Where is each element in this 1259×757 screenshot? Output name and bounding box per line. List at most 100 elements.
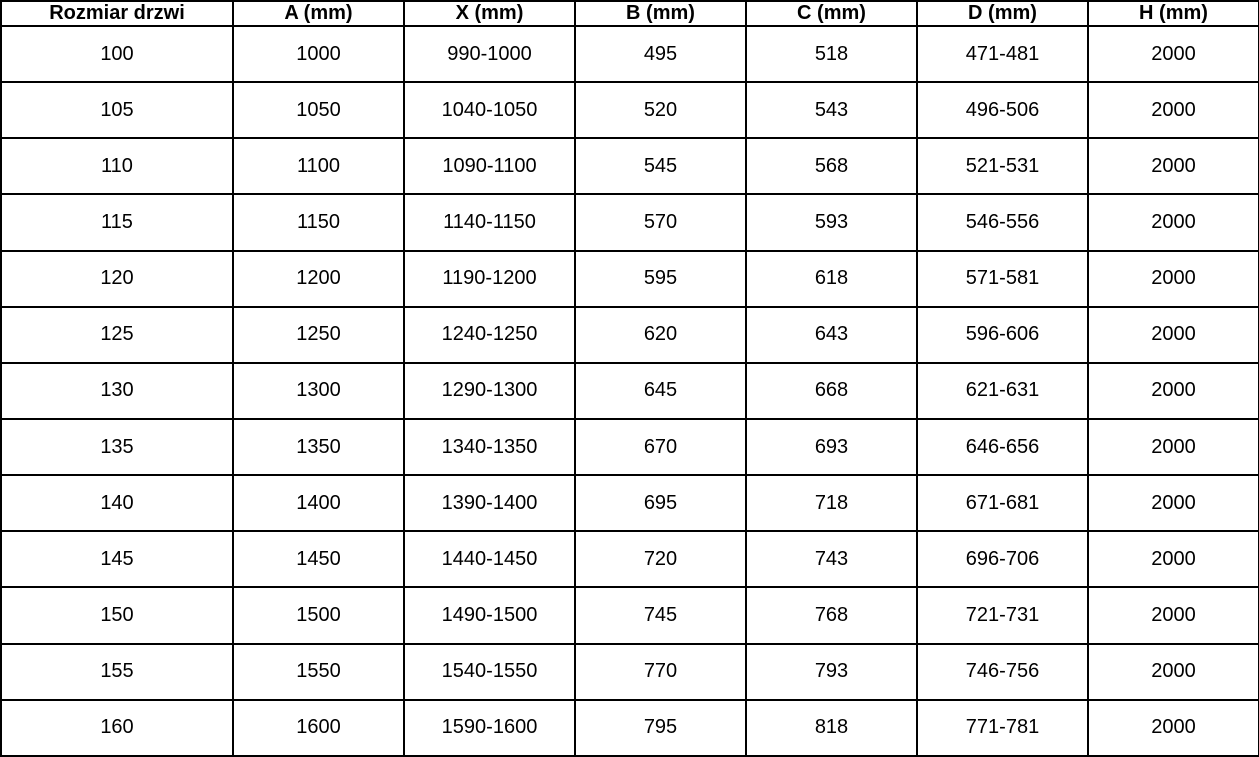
table-cell: 695	[574, 474, 747, 533]
table-cell: 718	[745, 474, 918, 533]
table-cell: 2000	[1087, 249, 1259, 308]
table-cell: 568	[745, 137, 918, 196]
table-cell: 1340-1350	[403, 417, 576, 477]
table-cell: 160	[0, 698, 234, 757]
table-cell: 1450	[232, 530, 405, 589]
table-cell: 1300	[232, 361, 405, 420]
table-cell: 2000	[1087, 417, 1259, 477]
column-header-3: B (mm)	[574, 0, 747, 27]
table-cell: 596-606	[916, 305, 1089, 364]
table-cell: 543	[745, 81, 918, 140]
table-cell: 618	[745, 249, 918, 308]
column-header-6: H (mm)	[1087, 0, 1259, 27]
table-cell: 150	[0, 586, 234, 645]
table-row: 145 1450 1440-1450 720 743 696-706 2000	[0, 530, 1259, 589]
table-row: 120 1200 1190-1200 595 618 571-581 2000	[0, 249, 1259, 308]
table-row: 160 1600 1590-1600 795 818 771-781 2000	[0, 698, 1259, 757]
table-cell: 595	[574, 249, 747, 308]
table-cell: 1350	[232, 417, 405, 477]
table-cell: 793	[745, 642, 918, 701]
table-cell: 2000	[1087, 698, 1259, 757]
table-cell: 620	[574, 305, 747, 364]
table-cell: 746-756	[916, 642, 1089, 701]
table-cell: 671-681	[916, 474, 1089, 533]
table-header: Rozmiar drzwi A (mm) X (mm) B (mm) C (mm) D (…	[0, 0, 1259, 27]
table-cell: 1290-1300	[403, 361, 576, 420]
table-cell: 100	[0, 24, 234, 84]
table-cell: 643	[745, 305, 918, 364]
table-cell: 2000	[1087, 193, 1259, 252]
column-header-4: C (mm)	[745, 0, 918, 27]
table-cell: 1100	[232, 137, 405, 196]
column-header-5: D (mm)	[916, 0, 1089, 27]
table-cell: 795	[574, 698, 747, 757]
table-cell: 145	[0, 530, 234, 589]
table-cell: 120	[0, 249, 234, 308]
table-cell: 1550	[232, 642, 405, 701]
table-row: 155 1550 1540-1550 770 793 746-756 2000	[0, 642, 1259, 701]
table-cell: 1390-1400	[403, 474, 576, 533]
table-row: 110 1100 1090-1100 545 568 521-531 2000	[0, 137, 1259, 196]
table-cell: 720	[574, 530, 747, 589]
table-cell: 1490-1500	[403, 586, 576, 645]
table-cell: 990-1000	[403, 24, 576, 84]
table-cell: 2000	[1087, 642, 1259, 701]
column-header-1: A (mm)	[232, 0, 405, 27]
table-cell: 693	[745, 417, 918, 477]
table-cell: 1400	[232, 474, 405, 533]
table-cell: 495	[574, 24, 747, 84]
table-cell: 1200	[232, 249, 405, 308]
table-cell: 1540-1550	[403, 642, 576, 701]
table-cell: 745	[574, 586, 747, 645]
header-row: Rozmiar drzwi A (mm) X (mm) B (mm) C (mm) D (…	[0, 0, 1259, 27]
table-cell: 1190-1200	[403, 249, 576, 308]
table-row: 135 1350 1340-1350 670 693 646-656 2000	[0, 417, 1259, 477]
table-cell: 130	[0, 361, 234, 420]
table-cell: 546-556	[916, 193, 1089, 252]
table-cell: 621-631	[916, 361, 1089, 420]
table-cell: 1600	[232, 698, 405, 757]
table-cell: 518	[745, 24, 918, 84]
table-cell: 593	[745, 193, 918, 252]
table-cell: 1090-1100	[403, 137, 576, 196]
table-cell: 2000	[1087, 530, 1259, 589]
table-cell: 2000	[1087, 137, 1259, 196]
table-cell: 1590-1600	[403, 698, 576, 757]
table-cell: 2000	[1087, 361, 1259, 420]
table-cell: 770	[574, 642, 747, 701]
table-cell: 771-781	[916, 698, 1089, 757]
table-cell: 570	[574, 193, 747, 252]
table-cell: 471-481	[916, 24, 1089, 84]
column-header-2: X (mm)	[403, 0, 576, 27]
table-cell: 1250	[232, 305, 405, 364]
table-cell: 1500	[232, 586, 405, 645]
table-cell: 520	[574, 81, 747, 140]
table-cell: 105	[0, 81, 234, 140]
table-cell: 668	[745, 361, 918, 420]
table-cell: 521-531	[916, 137, 1089, 196]
table-cell: 1140-1150	[403, 193, 576, 252]
table-row: 150 1500 1490-1500 745 768 721-731 2000	[0, 586, 1259, 645]
table-cell: 496-506	[916, 81, 1089, 140]
table-row: 105 1050 1040-1050 520 543 496-506 2000	[0, 81, 1259, 140]
table-cell: 768	[745, 586, 918, 645]
table-cell: 545	[574, 137, 747, 196]
table-cell: 155	[0, 642, 234, 701]
table-cell: 115	[0, 193, 234, 252]
table-row: 140 1400 1390-1400 695 718 671-681 2000	[0, 474, 1259, 533]
table-cell: 721-731	[916, 586, 1089, 645]
table-row: 115 1150 1140-1150 570 593 546-556 2000	[0, 193, 1259, 252]
table-row: 125 1250 1240-1250 620 643 596-606 2000	[0, 305, 1259, 364]
table-cell: 1050	[232, 81, 405, 140]
table-cell: 2000	[1087, 81, 1259, 140]
table-cell: 2000	[1087, 305, 1259, 364]
table-cell: 670	[574, 417, 747, 477]
table-row: 100 1000 990-1000 495 518 471-481 2000	[0, 24, 1259, 84]
table-cell: 571-581	[916, 249, 1089, 308]
table-body: 100 1000 990-1000 495 518 471-481 2000 105 1050 1…	[0, 24, 1259, 757]
table-cell: 696-706	[916, 530, 1089, 589]
table-cell: 2000	[1087, 24, 1259, 84]
table-cell: 110	[0, 137, 234, 196]
